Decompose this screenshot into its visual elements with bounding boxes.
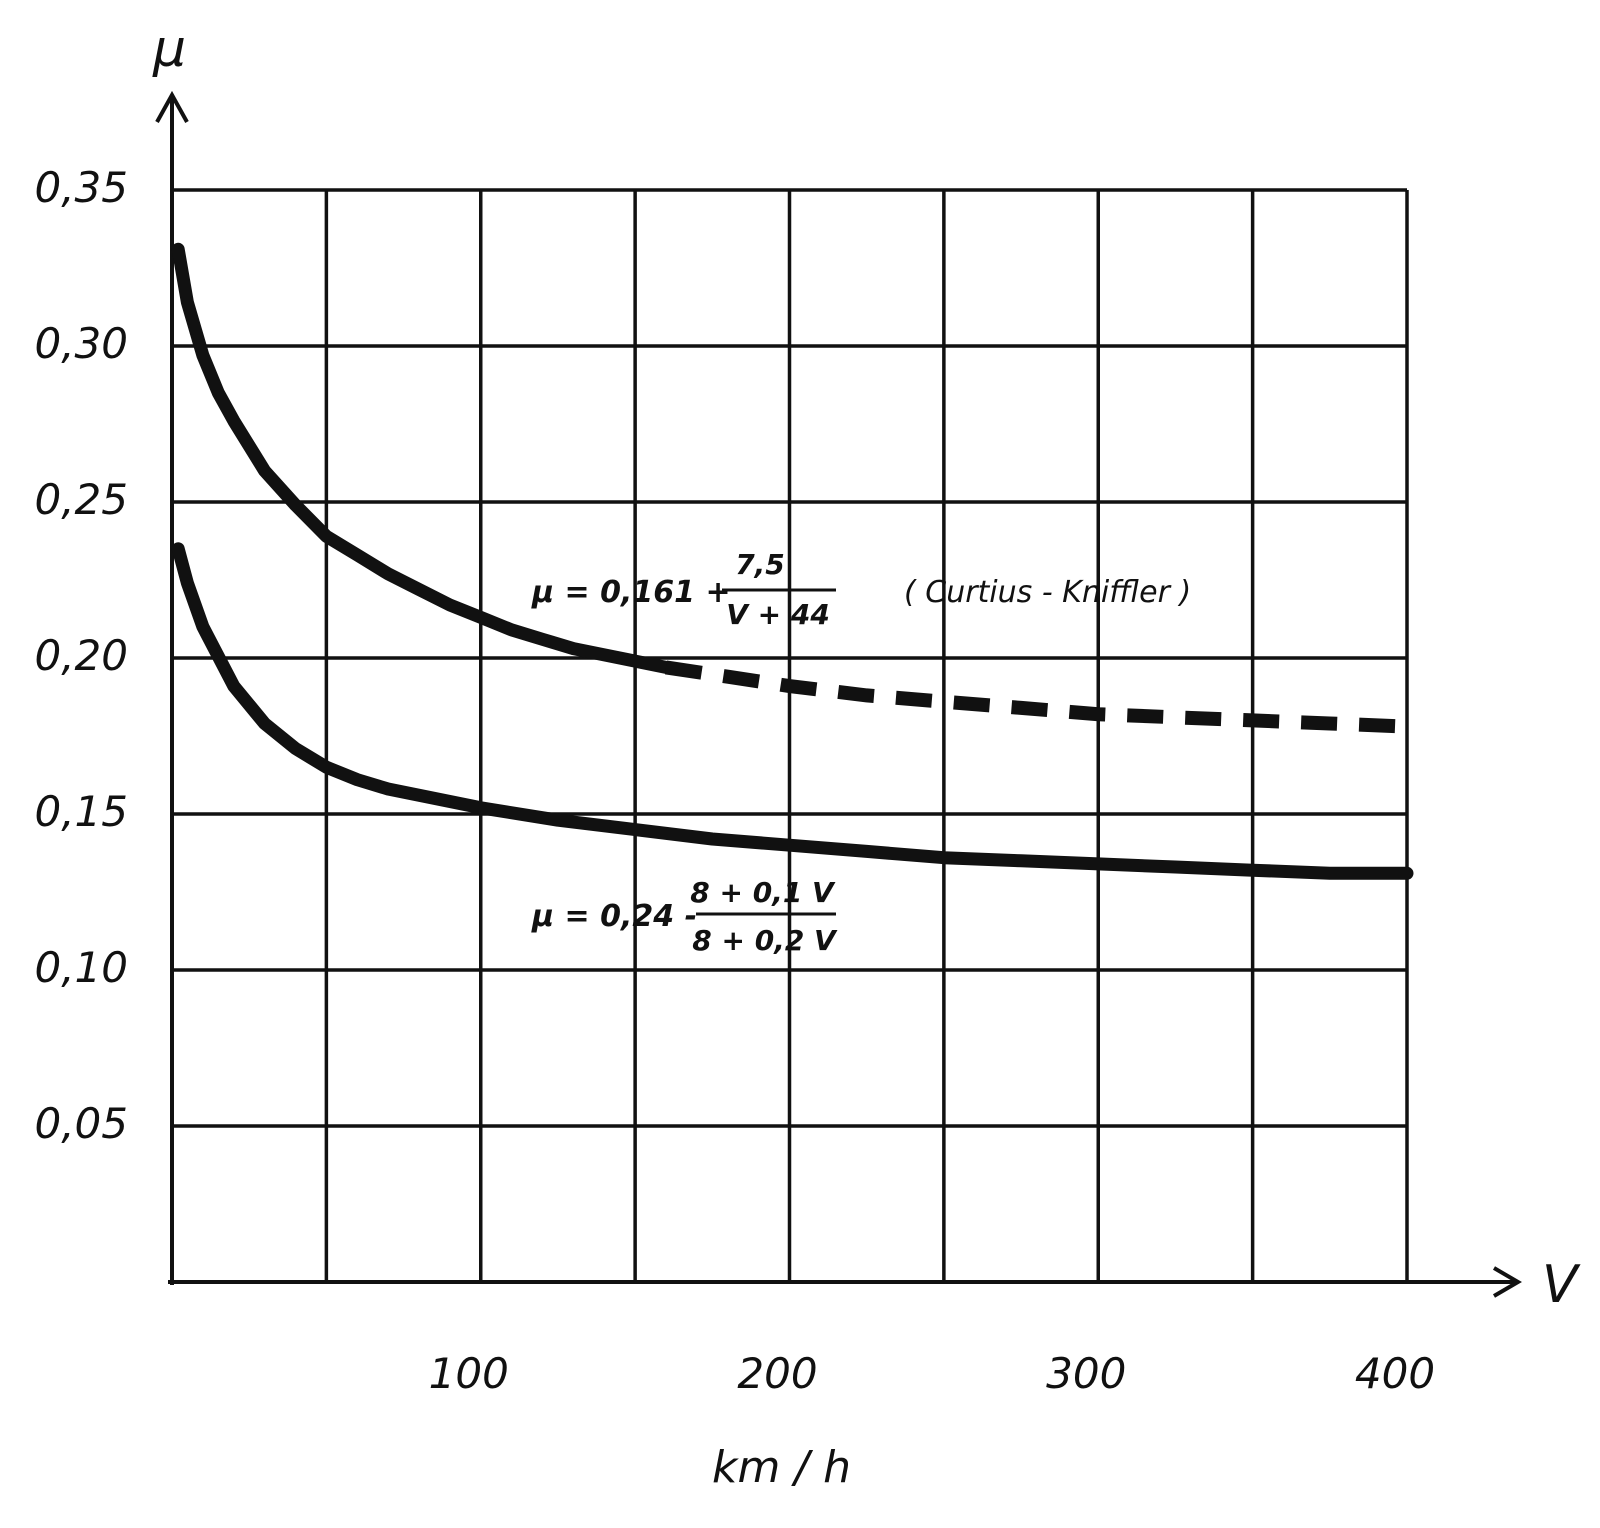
x-tick-label: 100 <box>429 1349 509 1398</box>
x-axis-unit: km / h <box>712 1442 851 1493</box>
formula-lower-numerator: 8 + 0,1 V <box>690 876 836 909</box>
formula-upper-prefix: μ = 0,161 + <box>531 575 731 610</box>
y-tick-label: 0,20 <box>34 631 128 680</box>
formula-lower: μ = 0,24 - 8 + 0,1 V 8 + 0,2 V <box>531 876 838 957</box>
axes <box>155 90 1522 1298</box>
series-curtius-kniffler-solid-line <box>171 242 673 674</box>
series-curtius-kniffler-dashed-line <box>664 660 1408 734</box>
y-tick-label: 0,25 <box>34 475 128 524</box>
y-tick-label: 0,05 <box>34 1099 128 1148</box>
y-tick-label: 0,10 <box>34 943 128 992</box>
x-axis-arrow-icon <box>1492 1266 1522 1298</box>
y-axis-label: μ <box>152 19 186 79</box>
chart-grid <box>172 188 1409 1282</box>
x-tick-label: 200 <box>737 1349 817 1398</box>
formula-lower-denominator: 8 + 0,2 V <box>692 924 838 957</box>
x-tick-label: 400 <box>1355 1349 1435 1398</box>
y-axis-arrow-icon <box>155 90 189 123</box>
y-tick-labels: 0,05 0,10 0,15 0,20 0,25 0,30 0,35 <box>34 163 128 1148</box>
formula-upper-denominator: V + 44 <box>726 598 830 631</box>
series-1-line <box>171 542 1414 880</box>
y-tick-label: 0,35 <box>34 163 128 212</box>
x-tick-labels: 100 200 300 400 <box>429 1349 1435 1398</box>
series-lines <box>171 242 1414 880</box>
y-tick-label: 0,15 <box>34 787 128 836</box>
formula-lower-prefix: μ = 0,24 - <box>531 899 697 934</box>
x-tick-label: 300 <box>1046 1349 1126 1398</box>
y-tick-label: 0,30 <box>34 319 128 368</box>
x-axis-label: V <box>1542 1255 1581 1315</box>
formula-upper-numerator: 7,5 <box>735 548 785 581</box>
formula-upper-note: ( Curtius - Kniffler ) <box>904 575 1191 610</box>
formula-upper: μ = 0,161 + 7,5 V + 44 ( Curtius - Kniff… <box>531 548 1191 631</box>
